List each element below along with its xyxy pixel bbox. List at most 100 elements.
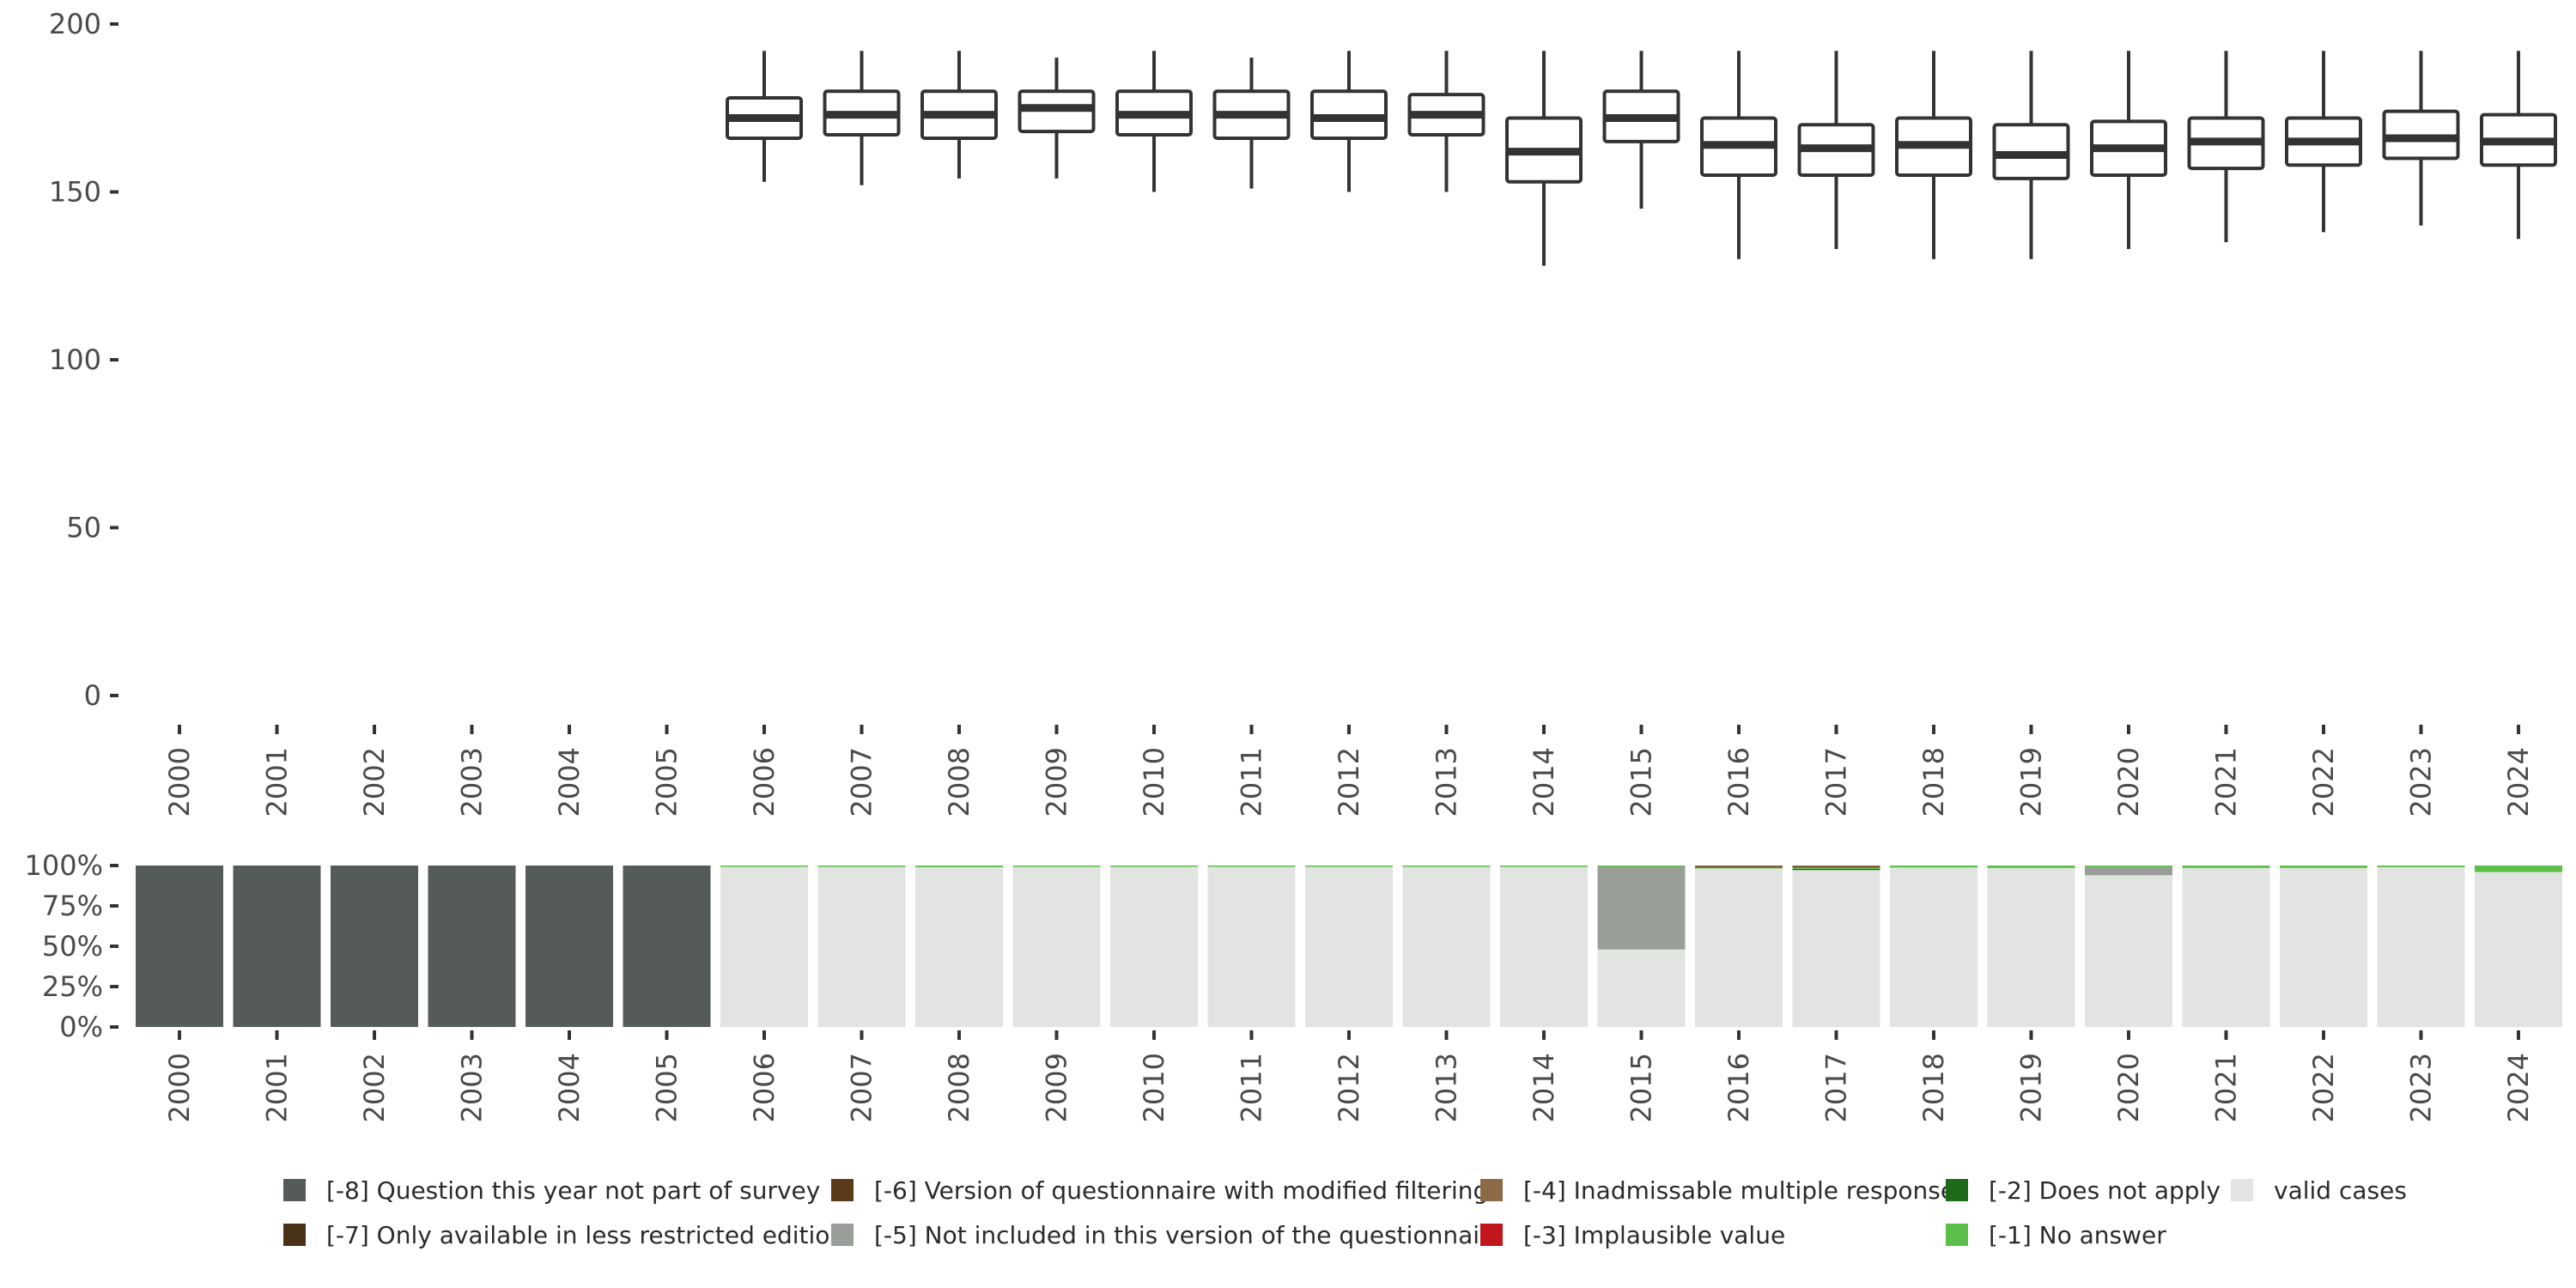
bar-segment--1 [1695,866,1783,869]
bar-2024 [2475,866,2562,1027]
bar-x-tick-label: 2017 [1820,1053,1853,1122]
bar-segment-valid [2475,872,2562,1027]
bar-segment--1 [1110,866,1198,867]
box-x-tick-label: 2007 [846,747,878,817]
bar-x-tick-label: 2004 [553,1053,586,1122]
bar-marks [136,866,2562,1027]
bar-segment-valid [1110,866,1198,1027]
bar-2012 [1305,866,1393,1027]
legend-item: [-8] Question this year not part of surv… [283,1173,820,1207]
legend-item: [-7] Only available in less restricted e… [283,1218,845,1252]
bar-segment--1 [1987,866,2075,868]
bar-2015 [1597,866,1686,1027]
bar-2018 [1890,866,1978,1027]
bar-segment-valid [1987,867,2075,1027]
bar-segment--8 [331,866,418,1027]
bar-2023 [2377,866,2465,1027]
box-x-tick-label: 2010 [1138,747,1170,817]
box-x-tick-label: 2024 [2502,747,2535,817]
bar-segment-valid [1500,866,1588,1027]
box-x-tick-label: 2000 [163,747,196,817]
bar-2011 [1207,866,1296,1027]
legend-label: [-8] Question this year not part of surv… [326,1176,821,1205]
bar-x-tick-label: 2016 [1722,1053,1755,1122]
bar-y-tick-label: 25% [42,970,103,1003]
bar-2000 [136,866,223,1027]
bar-y-axis: 0% 25% 50% 75% 100% [25,849,118,1043]
boxplot-y-axis: 0 50 100 150 200 [49,8,118,712]
box-2021 [2187,51,2265,243]
bar-x-tick-label: 2020 [2112,1053,2145,1122]
bar-x-tick-label: 2010 [1138,1053,1170,1122]
legend-label: [-6] Version of questionnaire with modif… [874,1176,1489,1205]
box-2011 [1212,58,1291,189]
legend-swatch [831,1179,854,1201]
bar-2013 [1402,866,1491,1027]
box-x-tick-label: 2017 [1820,747,1853,817]
bar-segment--1 [915,866,1003,867]
bar-segment-valid [915,866,1003,1027]
bar-segment--1 [2085,866,2172,867]
box-y-tick-label: 150 [49,176,101,209]
box-x-tick-label: 2002 [358,747,391,817]
bar-segment--5 [2085,866,2172,876]
bar-segment--1 [720,866,808,867]
bar-segment-valid [817,866,906,1027]
box-y-tick-label: 200 [49,8,101,40]
legend-item: [-5] Not included in this version of the… [831,1218,1504,1252]
bar-2022 [2280,866,2367,1027]
box-x-tick-label: 2012 [1333,747,1365,817]
box-x-tick-label: 2006 [748,747,781,817]
bar-x-tick-label: 2018 [1917,1053,1950,1122]
box-y-tick-label: 0 [84,679,101,712]
bar-segment-valid [2182,867,2270,1027]
bar-segment--8 [136,866,223,1027]
legend-label: [-2] Does not apply [1989,1176,2221,1205]
box-2020 [2090,51,2167,249]
bar-segment--8 [526,866,613,1027]
bar-segment-valid [2085,875,2172,1027]
bar-y-tick-label: 75% [42,890,103,922]
legend-swatch [283,1179,306,1201]
box-x-tick-label: 2008 [943,747,975,817]
bar-segment--1 [1597,866,1686,867]
box-x-tick-label: 2020 [2112,747,2145,817]
bar-segment--2 [1792,868,1880,871]
bar-x-tick-label: 2005 [651,1053,683,1122]
bar-x-tick-label: 2008 [943,1053,975,1122]
bar-2001 [233,866,321,1027]
bar-segment--1 [1792,866,1880,869]
box-2012 [1310,51,1388,192]
bar-segment--6 [1792,866,1880,868]
box-x-tick-label: 2021 [2210,747,2243,817]
legend-item: [-6] Version of questionnaire with modif… [831,1173,1488,1207]
bar-segment--1 [1890,866,1978,868]
box-x-tick-label: 2023 [2405,747,2438,817]
bar-2010 [1110,866,1198,1027]
box-2008 [920,51,998,179]
bar-2006 [720,866,808,1027]
bar-segment--8 [428,866,516,1027]
box-2006 [726,51,803,182]
bar-y-tick-label: 100% [25,849,103,882]
box-2009 [1018,58,1096,179]
bar-2021 [2182,866,2270,1027]
legend-item: [-3] Implausible value [1480,1218,1785,1252]
bar-segment--4 [1695,866,1783,867]
legend-swatch [2231,1179,2253,1201]
bar-segment--1 [2377,866,2465,867]
bar-2016 [1695,866,1783,1027]
box-2014 [1505,51,1583,266]
bar-segment--4 [1792,866,1880,867]
bar-x-tick-label: 2024 [2502,1053,2535,1122]
box-x-tick-label: 2011 [1236,747,1268,817]
box-x-tick-label: 2005 [651,747,683,817]
bar-segment--8 [233,866,321,1027]
box-x-tick-label: 2013 [1431,747,1463,817]
box-x-tick-label: 2003 [456,747,489,817]
legend: [-8] Question this year not part of surv… [283,1173,2550,1276]
bar-segment-valid [1305,866,1393,1027]
bar-segment--1 [2182,866,2270,868]
bar-x-tick-label: 2021 [2210,1053,2243,1122]
bar-x-tick-label: 2003 [456,1053,489,1122]
